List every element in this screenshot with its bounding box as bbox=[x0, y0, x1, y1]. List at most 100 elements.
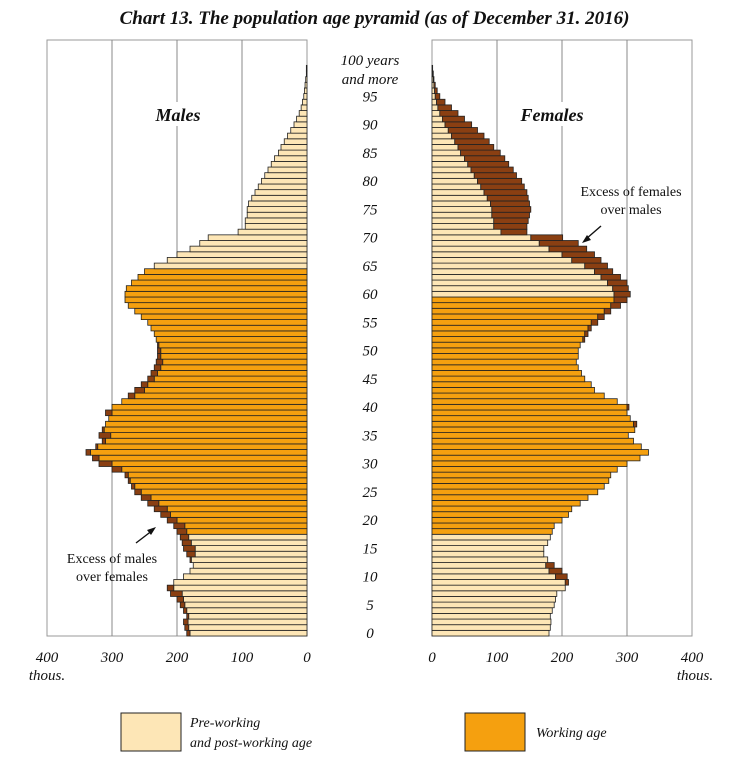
female-excess-bar-age-79 bbox=[480, 183, 525, 191]
male-excess-bar-age-5 bbox=[179, 601, 186, 609]
male-bar-age-15 bbox=[194, 545, 308, 552]
age-label: 20 bbox=[363, 513, 379, 529]
female-bar-age-0 bbox=[431, 629, 550, 637]
male-bar-age-0 bbox=[189, 629, 308, 637]
male-excess-bar-age-7 bbox=[170, 590, 183, 597]
x-tick-label-right: 100 bbox=[486, 650, 509, 666]
male-bar-age-41 bbox=[121, 398, 308, 405]
female-excess-bar-age-52 bbox=[582, 336, 586, 343]
female-bar-age-2 bbox=[431, 618, 552, 626]
female-bar-age-46 bbox=[431, 370, 582, 377]
male-bar-age-64 bbox=[144, 268, 308, 275]
male-excess-bar-age-24 bbox=[140, 494, 152, 501]
male-excess-bar-age-29 bbox=[111, 466, 123, 473]
male-bar-age-32 bbox=[90, 449, 308, 456]
female-excess-bar-age-98 bbox=[432, 76, 435, 83]
x-tick-label-left: 400 bbox=[36, 650, 59, 666]
male-excess-bar-age-34 bbox=[101, 437, 106, 445]
age-label: 0 bbox=[366, 626, 374, 642]
female-bar-age-78 bbox=[431, 189, 485, 196]
female-excess-bar-age-88 bbox=[451, 132, 485, 140]
female-excess-bar-age-37 bbox=[633, 420, 638, 428]
female-bar-age-41 bbox=[431, 398, 618, 405]
age-label: 10 bbox=[363, 570, 379, 586]
female-bar-age-56 bbox=[431, 313, 599, 321]
male-bar-age-43 bbox=[144, 386, 308, 394]
female-bar-age-53 bbox=[431, 330, 586, 337]
female-bar-age-3 bbox=[431, 613, 551, 620]
female-bar-age-38 bbox=[431, 415, 631, 422]
legend-label: Working age bbox=[536, 726, 607, 741]
x-tick-label-left: 0 bbox=[303, 650, 311, 666]
female-bar-age-26 bbox=[431, 483, 605, 490]
male-excess-bar-age-49 bbox=[157, 353, 162, 360]
male-bar-age-44 bbox=[147, 381, 308, 388]
male-excess-bar-age-14 bbox=[186, 550, 196, 558]
male-bar-age-62 bbox=[131, 279, 308, 287]
female-bar-age-8 bbox=[431, 584, 566, 592]
male-excess-bar-age-43 bbox=[134, 386, 145, 394]
female-bar-age-63 bbox=[431, 273, 602, 281]
female-excess-bar-age-12 bbox=[545, 562, 555, 569]
male-excess-bar-age-45 bbox=[147, 375, 155, 383]
age-label: 15 bbox=[363, 541, 379, 557]
male-bar-age-1 bbox=[188, 624, 308, 631]
female-excess-bar-age-97 bbox=[433, 81, 436, 89]
female-excess-bar-age-96 bbox=[434, 87, 438, 94]
age-label: 30 bbox=[362, 457, 379, 473]
female-bar-age-13 bbox=[431, 556, 549, 563]
female-bar-age-57 bbox=[431, 307, 605, 315]
age-label: 65 bbox=[363, 259, 379, 275]
female-excess-bar-age-40 bbox=[626, 403, 630, 411]
male-bar-age-83 bbox=[270, 160, 308, 168]
female-bar-age-77 bbox=[431, 194, 488, 202]
male-bar-age-87 bbox=[283, 138, 308, 145]
female-excess-bar-age-68 bbox=[548, 245, 588, 253]
male-excess-bar-age-31 bbox=[92, 454, 100, 462]
male-excess-bar-age-26 bbox=[131, 483, 136, 490]
female-bar-age-19 bbox=[431, 522, 555, 530]
male-bar-age-49 bbox=[160, 353, 308, 360]
male-bar-age-23 bbox=[158, 499, 308, 507]
male-bar-age-75 bbox=[246, 206, 308, 213]
female-bar-age-52 bbox=[431, 336, 584, 343]
female-excess-bar-age-58 bbox=[610, 302, 621, 309]
female-excess-bar-age-81 bbox=[473, 172, 517, 179]
male-bar-age-74 bbox=[246, 211, 308, 219]
female-excess-bar-age-64 bbox=[594, 268, 614, 275]
female-bar-age-21 bbox=[431, 511, 569, 518]
male-excess-bar-age-1 bbox=[184, 624, 190, 631]
male-bar-age-95 bbox=[303, 93, 308, 100]
male-bar-age-24 bbox=[150, 494, 308, 501]
female-excess-bar-age-75 bbox=[491, 206, 532, 213]
male-excess-bar-age-13 bbox=[189, 556, 192, 563]
female-excess-bar-age-89 bbox=[447, 127, 478, 134]
female-bar-age-71 bbox=[431, 228, 502, 236]
annotation-females-excess: Excess of females bbox=[580, 185, 681, 200]
male-bar-age-92 bbox=[298, 110, 308, 117]
male-bar-age-21 bbox=[170, 511, 308, 518]
female-excess-bar-age-80 bbox=[477, 177, 523, 185]
male-bar-age-42 bbox=[134, 392, 308, 400]
male-excess-bar-age-25 bbox=[134, 488, 142, 496]
female-excess-bar-age-85 bbox=[460, 149, 501, 157]
female-bar-age-39 bbox=[431, 409, 628, 417]
male-excess-bar-age-51 bbox=[157, 341, 160, 349]
male-bar-age-84 bbox=[274, 155, 308, 162]
female-excess-bar-age-62 bbox=[607, 279, 628, 287]
female-bar-age-83 bbox=[431, 160, 469, 168]
female-bar-age-48 bbox=[431, 358, 577, 366]
male-bar-age-39 bbox=[111, 409, 308, 417]
male-bar-age-45 bbox=[153, 375, 308, 383]
male-excess-bar-age-17 bbox=[179, 533, 190, 541]
female-bar-age-65 bbox=[431, 262, 586, 270]
unit-label-left: thous. bbox=[29, 668, 65, 684]
male-bar-age-2 bbox=[187, 618, 308, 626]
female-excess-bar-age-77 bbox=[486, 194, 529, 202]
male-bar-age-85 bbox=[277, 149, 308, 157]
x-tick-label-left: 200 bbox=[166, 650, 189, 666]
female-bar-age-10 bbox=[431, 573, 556, 580]
female-bar-age-82 bbox=[431, 166, 472, 174]
male-excess-bar-age-50 bbox=[157, 347, 162, 354]
male-bar-age-88 bbox=[287, 132, 308, 140]
